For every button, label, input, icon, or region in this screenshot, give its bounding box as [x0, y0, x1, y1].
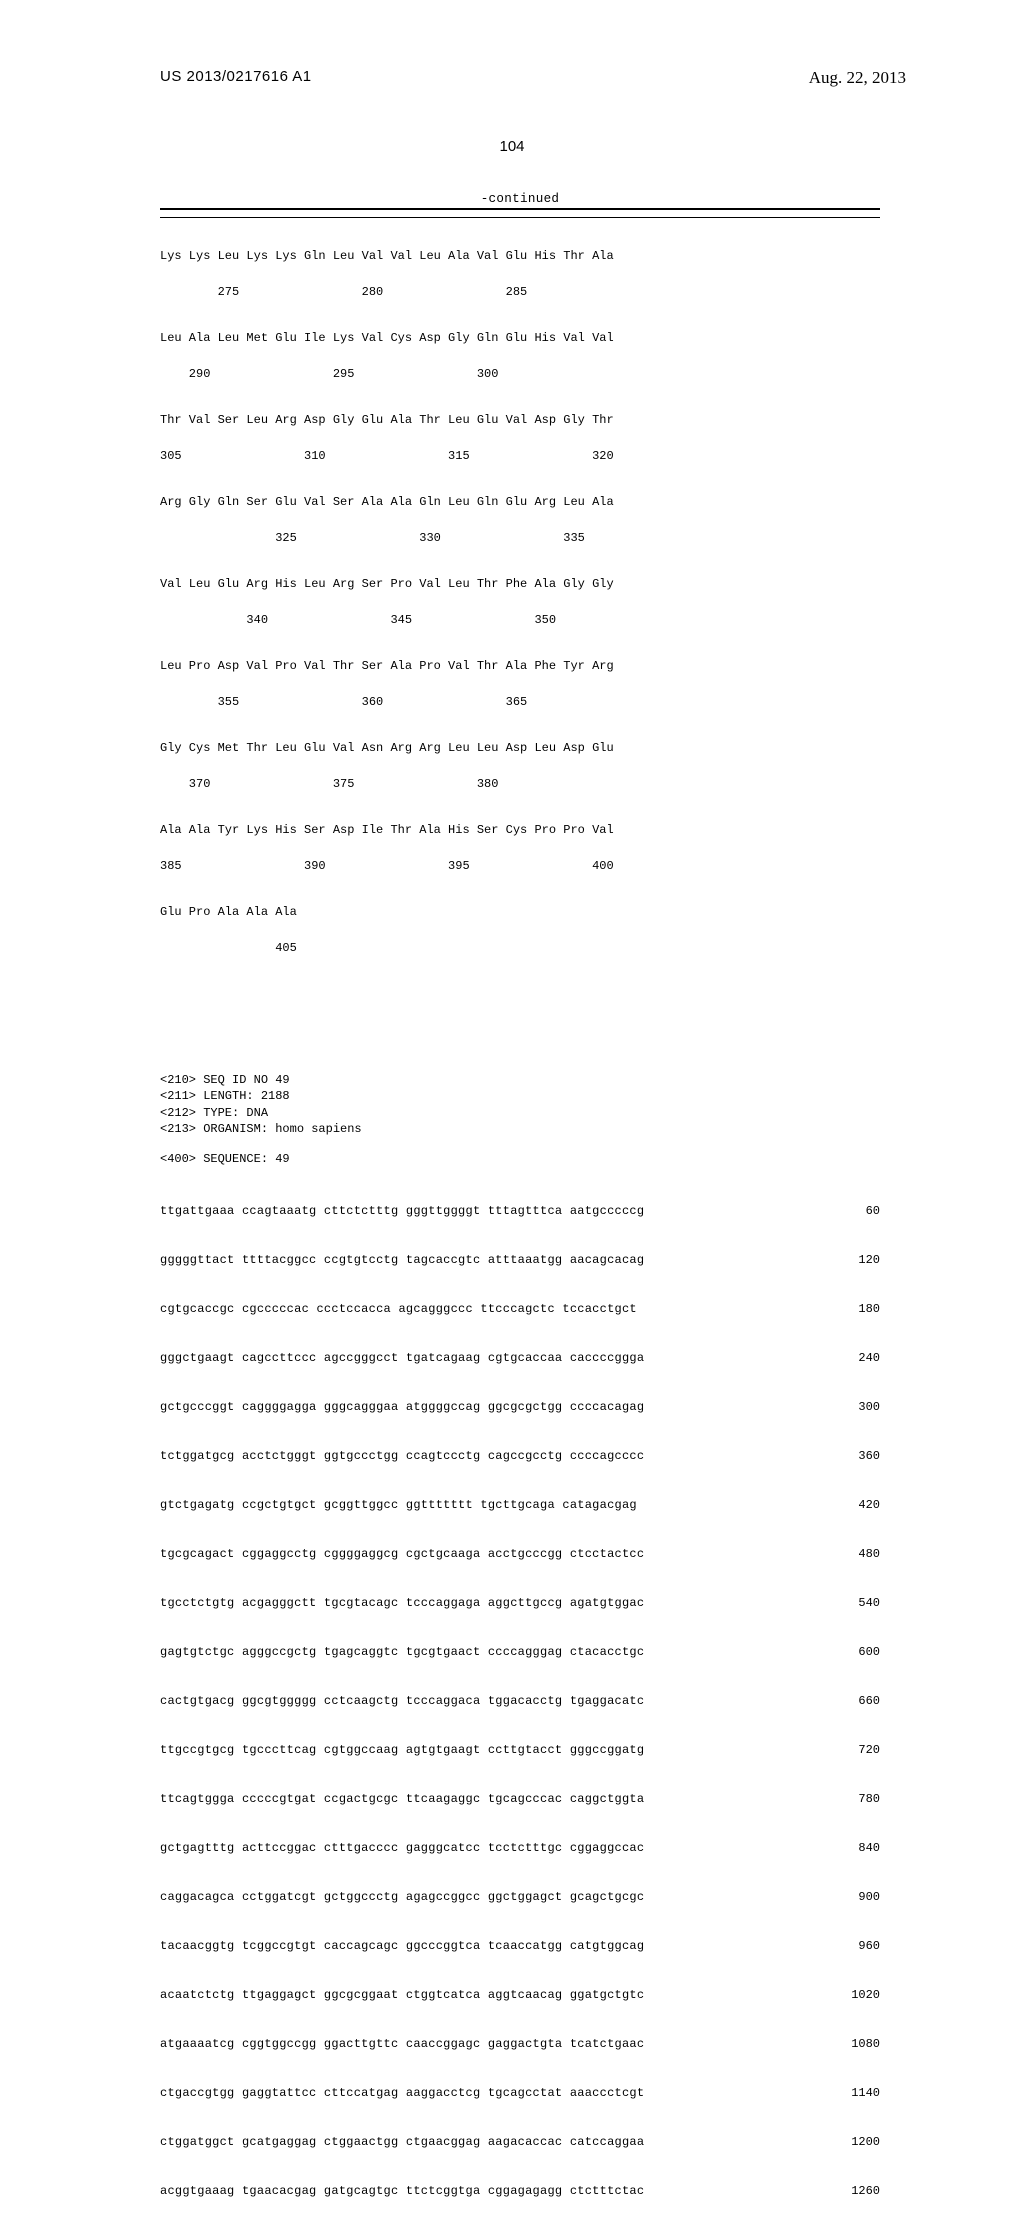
- dna-row: cactgtgacg ggcgtggggg cctcaagctg tcccagg…: [160, 1695, 880, 1707]
- dna-row: ctgaccgtgg gaggtattcc cttccatgag aaggacc…: [160, 2087, 880, 2099]
- publication-number: US 2013/0217616 A1: [160, 68, 312, 85]
- dna-bases: tgcctctgtg acgagggctt tgcgtacagc tcccagg…: [160, 1597, 644, 1609]
- protein-sequence: Lys Lys Leu Lys Lys Gln Leu Val Val Leu …: [160, 226, 880, 1046]
- dna-position: 1260: [832, 2185, 880, 2197]
- dna-row: atgaaaatcg cggtggccgg ggacttgttc caaccgg…: [160, 2038, 880, 2050]
- dna-position: 540: [832, 1597, 880, 1609]
- aa-row: Lys Lys Leu Lys Lys Gln Leu Val Val Leu …: [160, 250, 880, 262]
- dna-position: 720: [832, 1744, 880, 1756]
- dna-position: 180: [832, 1303, 880, 1315]
- dna-position: 1140: [832, 2087, 880, 2099]
- dna-row: gagtgtctgc agggccgctg tgagcaggtc tgcgtga…: [160, 1646, 880, 1658]
- dna-bases: ctgaccgtgg gaggtattcc cttccatgag aaggacc…: [160, 2087, 644, 2099]
- aa-row: Glu Pro Ala Ala Ala: [160, 906, 880, 918]
- dna-bases: gctgagtttg acttccggac ctttgacccc gagggca…: [160, 1842, 644, 1854]
- dna-position: 960: [832, 1940, 880, 1952]
- dna-position: 420: [832, 1499, 880, 1511]
- dna-position: 840: [832, 1842, 880, 1854]
- aa-row: Arg Gly Gln Ser Glu Val Ser Ala Ala Gln …: [160, 496, 880, 508]
- dna-bases: caggacagca cctggatcgt gctggccctg agagccg…: [160, 1891, 644, 1903]
- page-number: 104: [0, 138, 1024, 155]
- aa-row: Leu Pro Asp Val Pro Val Thr Ser Ala Pro …: [160, 660, 880, 672]
- dna-row: gggggttact ttttacggcc ccgtgtcctg tagcacc…: [160, 1254, 880, 1266]
- dna-row: tgcgcagact cggaggcctg cggggaggcg cgctgca…: [160, 1548, 880, 1560]
- dna-sequence: ttgattgaaa ccagtaaatg cttctctttg gggttgg…: [160, 1181, 880, 2234]
- meta-organism: <213> ORGANISM: homo sapiens: [160, 1122, 362, 1136]
- meta-seq-id: <210> SEQ ID NO 49: [160, 1073, 290, 1087]
- aa-numbers: 405: [160, 942, 880, 954]
- aa-numbers: 305 310 315 320: [160, 450, 880, 462]
- dna-bases: ttcagtggga cccccgtgat ccgactgcgc ttcaaga…: [160, 1793, 644, 1805]
- dna-bases: gtctgagatg ccgctgtgct gcggttggcc ggttttt…: [160, 1499, 637, 1511]
- aa-numbers: 325 330 335: [160, 532, 880, 544]
- dna-position: 1080: [832, 2038, 880, 2050]
- dna-position: 600: [832, 1646, 880, 1658]
- dna-row: tctggatgcg acctctgggt ggtgccctgg ccagtcc…: [160, 1450, 880, 1462]
- dna-bases: gagtgtctgc agggccgctg tgagcaggtc tgcgtga…: [160, 1646, 644, 1658]
- dna-bases: gggggttact ttttacggcc ccgtgtcctg tagcacc…: [160, 1254, 644, 1266]
- dna-row: ttcagtggga cccccgtgat ccgactgcgc ttcaaga…: [160, 1793, 880, 1805]
- publication-date: Aug. 22, 2013: [809, 68, 906, 88]
- rule-top-thin: [160, 217, 880, 218]
- dna-position: 240: [832, 1352, 880, 1364]
- dna-bases: cgtgcaccgc cgcccccac ccctccacca agcagggc…: [160, 1303, 637, 1315]
- dna-position: 660: [832, 1695, 880, 1707]
- dna-bases: tacaacggtg tcggccgtgt caccagcagc ggcccgg…: [160, 1940, 644, 1952]
- dna-row: cgtgcaccgc cgcccccac ccctccacca agcagggc…: [160, 1303, 880, 1315]
- rule-top-thick: [160, 208, 880, 210]
- aa-numbers: 290 295 300: [160, 368, 880, 380]
- dna-row: gctgagtttg acttccggac ctttgacccc gagggca…: [160, 1842, 880, 1854]
- aa-numbers: 340 345 350: [160, 614, 880, 626]
- aa-row: Val Leu Glu Arg His Leu Arg Ser Pro Val …: [160, 578, 880, 590]
- dna-bases: ctggatggct gcatgaggag ctggaactgg ctgaacg…: [160, 2136, 644, 2148]
- dna-bases: tgcgcagact cggaggcctg cggggaggcg cgctgca…: [160, 1548, 644, 1560]
- dna-row: tacaacggtg tcggccgtgt caccagcagc ggcccgg…: [160, 1940, 880, 1952]
- aa-numbers: 355 360 365: [160, 696, 880, 708]
- dna-position: 780: [832, 1793, 880, 1805]
- dna-position: 120: [832, 1254, 880, 1266]
- dna-row: ttgattgaaa ccagtaaatg cttctctttg gggttgg…: [160, 1205, 880, 1217]
- dna-bases: acggtgaaag tgaacacgag gatgcagtgc ttctcgg…: [160, 2185, 644, 2197]
- dna-bases: gggctgaagt cagccttccc agccgggcct tgatcag…: [160, 1352, 644, 1364]
- dna-bases: gctgcccggt caggggagga gggcagggaa atggggc…: [160, 1401, 644, 1413]
- aa-row: Leu Ala Leu Met Glu Ile Lys Val Cys Asp …: [160, 332, 880, 344]
- dna-row: tgcctctgtg acgagggctt tgcgtacagc tcccagg…: [160, 1597, 880, 1609]
- dna-row: ttgccgtgcg tgcccttcag cgtggccaag agtgtga…: [160, 1744, 880, 1756]
- dna-row: caggacagca cctggatcgt gctggccctg agagccg…: [160, 1891, 880, 1903]
- dna-bases: tctggatgcg acctctgggt ggtgccctgg ccagtcc…: [160, 1450, 644, 1462]
- meta-type: <212> TYPE: DNA: [160, 1106, 268, 1120]
- dna-position: 360: [832, 1450, 880, 1462]
- dna-position: 1200: [832, 2136, 880, 2148]
- sequence-listing-area: -continued Lys Lys Leu Lys Lys Gln Leu V…: [160, 192, 880, 2234]
- aa-numbers: 370 375 380: [160, 778, 880, 790]
- dna-bases: cactgtgacg ggcgtggggg cctcaagctg tcccagg…: [160, 1695, 644, 1707]
- dna-position: 1020: [832, 1989, 880, 2001]
- sequence-metadata: <210> SEQ ID NO 49 <211> LENGTH: 2188 <2…: [160, 1056, 880, 1137]
- aa-numbers: 385 390 395 400: [160, 860, 880, 872]
- dna-row: acggtgaaag tgaacacgag gatgcagtgc ttctcgg…: [160, 2185, 880, 2197]
- continued-label: -continued: [160, 192, 880, 206]
- dna-row: gggctgaagt cagccttccc agccgggcct tgatcag…: [160, 1352, 880, 1364]
- dna-row: gtctgagatg ccgctgtgct gcggttggcc ggttttt…: [160, 1499, 880, 1511]
- patent-page: US 2013/0217616 A1 Aug. 22, 2013 104 -co…: [0, 0, 1024, 1320]
- dna-position: 300: [832, 1401, 880, 1413]
- dna-bases: ttgattgaaa ccagtaaatg cttctctttg gggttgg…: [160, 1205, 644, 1217]
- meta-length: <211> LENGTH: 2188: [160, 1089, 290, 1103]
- dna-position: 900: [832, 1891, 880, 1903]
- aa-row: Gly Cys Met Thr Leu Glu Val Asn Arg Arg …: [160, 742, 880, 754]
- dna-bases: ttgccgtgcg tgcccttcag cgtggccaag agtgtga…: [160, 1744, 644, 1756]
- dna-position: 480: [832, 1548, 880, 1560]
- aa-row: Thr Val Ser Leu Arg Asp Gly Glu Ala Thr …: [160, 414, 880, 426]
- dna-row: ctggatggct gcatgaggag ctggaactgg ctgaacg…: [160, 2136, 880, 2148]
- aa-numbers: 275 280 285: [160, 286, 880, 298]
- dna-row: gctgcccggt caggggagga gggcagggaa atggggc…: [160, 1401, 880, 1413]
- sequence-label: <400> SEQUENCE: 49: [160, 1151, 880, 1167]
- dna-row: acaatctctg ttgaggagct ggcgcggaat ctggtca…: [160, 1989, 880, 2001]
- dna-bases: atgaaaatcg cggtggccgg ggacttgttc caaccgg…: [160, 2038, 644, 2050]
- aa-row: Ala Ala Tyr Lys His Ser Asp Ile Thr Ala …: [160, 824, 880, 836]
- dna-position: 60: [832, 1205, 880, 1217]
- dna-bases: acaatctctg ttgaggagct ggcgcggaat ctggtca…: [160, 1989, 644, 2001]
